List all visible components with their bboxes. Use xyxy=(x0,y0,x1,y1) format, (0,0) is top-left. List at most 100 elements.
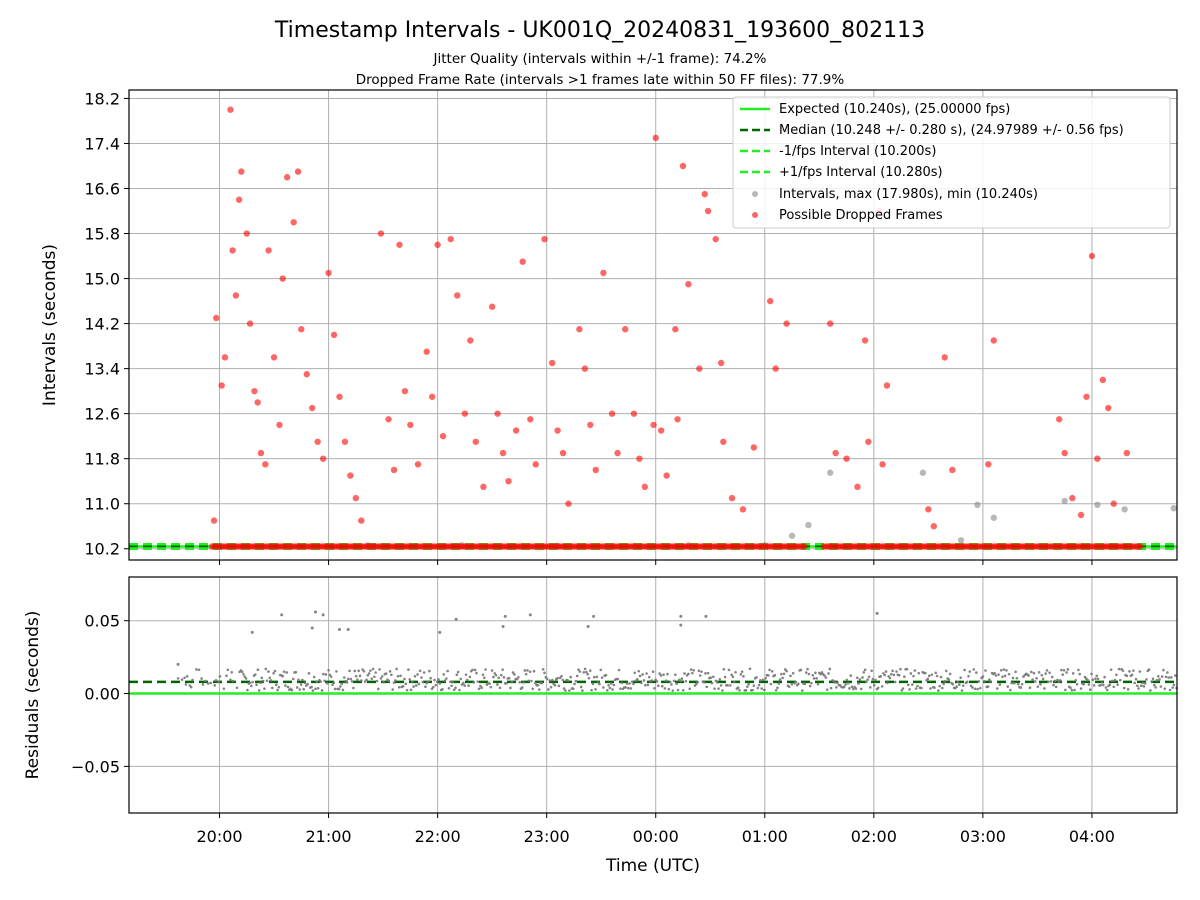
residuals-cloud-point xyxy=(612,683,616,687)
residuals-cloud-point xyxy=(566,679,570,682)
residuals-cloud-point xyxy=(307,672,311,675)
residuals-cloud-point xyxy=(285,671,288,674)
residuals-cloud-point xyxy=(365,678,368,682)
residuals-cloud-point xyxy=(1126,688,1130,691)
residuals-cloud-point xyxy=(700,670,703,673)
residuals-cloud-point xyxy=(1113,678,1117,682)
residuals-cloud-point xyxy=(588,669,592,672)
residuals-cloud-point xyxy=(367,672,371,675)
residuals-cloud-point xyxy=(617,668,621,672)
chart-title: Timestamp Intervals - UK001Q_20240831_19… xyxy=(274,18,925,43)
residuals-cloud-point xyxy=(684,679,688,683)
residuals-cloud-point xyxy=(475,671,478,675)
residuals-cloud-point xyxy=(1052,683,1055,687)
residuals-cloud-point xyxy=(824,676,828,679)
residuals-cloud-point xyxy=(723,675,727,679)
residuals-cloud-point xyxy=(528,670,532,674)
intervals-point xyxy=(414,461,422,468)
intervals-point xyxy=(1170,505,1177,512)
residuals-cloud-point xyxy=(530,679,533,683)
residuals-cloud-point xyxy=(1132,669,1135,672)
residuals-cloud-point xyxy=(963,668,966,672)
residuals-cloud-point xyxy=(532,669,536,673)
residuals-cloud-point xyxy=(325,681,329,685)
residuals-cloud-point xyxy=(901,687,905,690)
residuals-cloud-point xyxy=(333,687,337,691)
residuals-cloud-point xyxy=(295,686,299,689)
residuals-point xyxy=(679,623,683,627)
intervals-point xyxy=(238,168,245,175)
residuals-cloud-point xyxy=(1010,681,1013,685)
residuals-cloud-point xyxy=(899,667,902,671)
residuals-cloud-point xyxy=(235,686,239,690)
residuals-cloud-point xyxy=(451,680,455,684)
intervals-point xyxy=(257,449,265,457)
residuals-cloud-point xyxy=(265,679,269,682)
residuals-cloud-point xyxy=(248,681,252,685)
residuals-cloud-point xyxy=(729,684,732,687)
intervals-point xyxy=(990,514,997,521)
intervals-y-tick-label: 10.2 xyxy=(84,540,120,559)
residuals-cloud-point xyxy=(865,680,868,684)
residuals-cloud-point xyxy=(870,669,873,673)
legend-box xyxy=(732,96,1171,229)
intervals-point xyxy=(772,365,779,372)
intervals-point xyxy=(290,219,297,226)
residuals-cloud-point xyxy=(261,679,265,683)
intervals-point xyxy=(1099,376,1107,384)
residuals-point xyxy=(503,614,507,618)
residuals-plot-frame xyxy=(128,576,1178,814)
residuals-cloud-point xyxy=(691,671,694,675)
residuals-cloud-point xyxy=(1050,675,1054,679)
residuals-cloud-point xyxy=(1065,671,1068,674)
residuals-cloud-point xyxy=(752,684,756,687)
residuals-cloud-point xyxy=(924,671,927,675)
residuals-cloud-point xyxy=(352,686,355,690)
residuals-point xyxy=(313,610,317,614)
residuals-cloud-point xyxy=(595,675,599,679)
residuals-point xyxy=(679,614,683,618)
residuals-cloud-point xyxy=(857,682,860,685)
residuals-cloud-point xyxy=(628,682,631,685)
residuals-cloud-point xyxy=(773,673,777,677)
intervals-point xyxy=(251,387,258,395)
residuals-cloud-point xyxy=(259,681,262,685)
residuals-cloud-point xyxy=(973,687,977,691)
intervals-point xyxy=(461,410,469,417)
residuals-cloud-point xyxy=(835,686,838,689)
intervals-point xyxy=(832,449,839,457)
residuals-cloud-point xyxy=(1091,678,1095,682)
residuals-cloud-point xyxy=(490,669,494,672)
residuals-cloud-point xyxy=(348,669,351,673)
intervals-point xyxy=(210,517,218,524)
residuals-cloud-point xyxy=(302,687,306,691)
residuals-cloud-point xyxy=(1053,679,1057,683)
residuals-cloud-point xyxy=(374,671,377,674)
residuals-cloud-point xyxy=(1071,672,1075,675)
residuals-cloud-point xyxy=(428,669,431,673)
residuals-cloud-point xyxy=(791,671,795,675)
residuals-cloud-point xyxy=(756,686,760,690)
residuals-cloud-point xyxy=(443,679,447,682)
residuals-cloud-point xyxy=(431,685,435,689)
residuals-cloud-point xyxy=(1031,678,1034,681)
residuals-cloud-point xyxy=(905,667,909,671)
residuals-cloud-point xyxy=(852,687,855,691)
x-tick-label: 22:00 xyxy=(415,827,461,846)
residuals-cloud-point xyxy=(1111,679,1114,683)
intervals-point xyxy=(505,477,512,485)
intervals-y-tick-label: 17.4 xyxy=(84,134,120,153)
residuals-cloud-point xyxy=(1070,688,1074,692)
residuals-cloud-point xyxy=(191,678,194,682)
residuals-cloud-point xyxy=(647,675,651,679)
intervals-point xyxy=(587,421,594,429)
legend-marker-intervals xyxy=(752,191,758,197)
intervals-point xyxy=(1061,497,1068,505)
residuals-cloud-point xyxy=(1074,679,1078,682)
residuals-cloud-point xyxy=(523,669,527,672)
residuals-cloud-point xyxy=(658,672,661,675)
residuals-cloud-point xyxy=(201,683,205,686)
residuals-cloud-point xyxy=(757,683,761,687)
residuals-cloud-point xyxy=(858,678,862,681)
residuals-cloud-point xyxy=(282,670,286,673)
